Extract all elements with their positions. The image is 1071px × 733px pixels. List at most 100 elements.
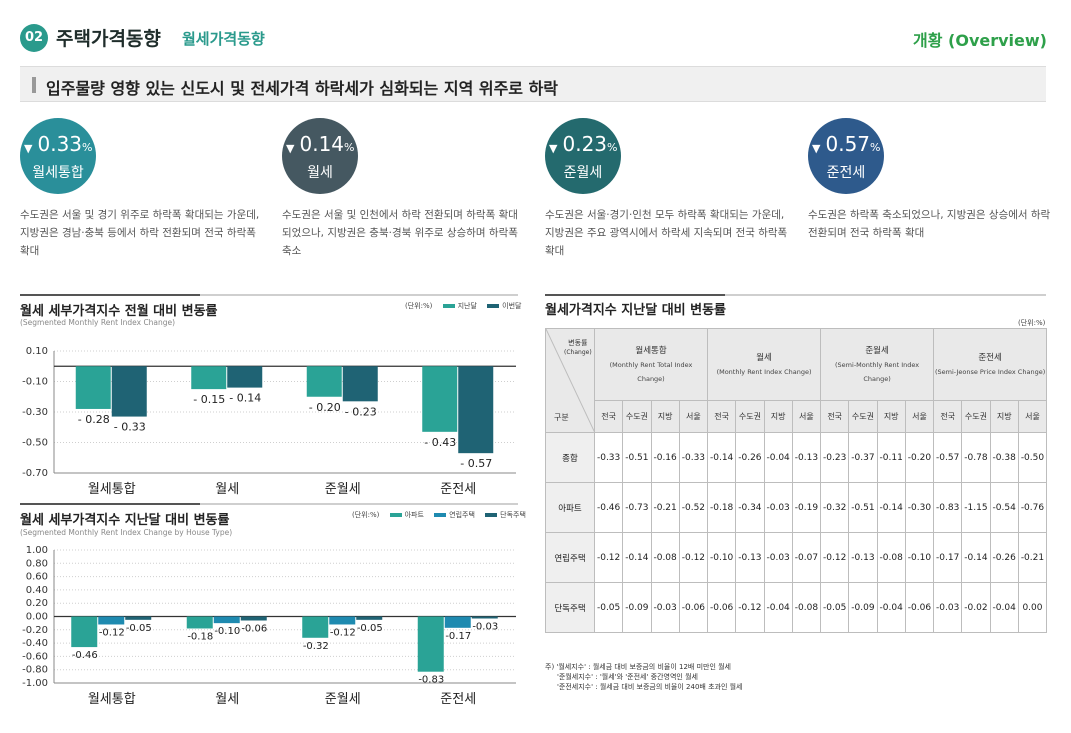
- table-top-rule: [545, 294, 1046, 296]
- bar: [186, 616, 213, 629]
- bar: [111, 366, 147, 417]
- down-arrow-icon: ▼: [812, 142, 821, 155]
- table-cell: -0.03: [650, 582, 680, 633]
- bar: [356, 616, 383, 620]
- kpi-description: 수도권은 서울 및 경기 위주로 하락폭 확대되는 가운데, 지방권은 경남·충…: [20, 209, 260, 257]
- chart1-top-rule: [20, 294, 518, 296]
- data-label: - 0.15: [193, 393, 225, 406]
- y-tick-label: -0.60: [22, 651, 48, 662]
- subcolumn-header: 수도권: [735, 400, 765, 433]
- banner-accent-bar: [32, 77, 36, 93]
- table-cell: -0.73: [622, 482, 652, 533]
- table-cell: -1.15: [961, 482, 991, 533]
- table-cell: -0.05: [820, 582, 850, 633]
- table-cell: -0.08: [876, 532, 906, 583]
- table-row: 단독주택 -0.05 -0.09 -0.03 -0.06 -0.06 -0.12 -0.04-…: [545, 582, 1048, 633]
- table-cell: -0.78: [961, 432, 991, 483]
- kpi-value: 0.33: [37, 132, 83, 156]
- chart1-bar-chart: 0.10 -0.10 -0.30 -0.50 -0.70 - 0.28 - 0.33 월세통합…: [22, 346, 516, 497]
- legend-label: 이번달: [502, 302, 522, 310]
- kpi-label: 월세: [307, 165, 333, 181]
- bar: [75, 366, 111, 409]
- table-cell: -0.06: [678, 582, 709, 633]
- data-label: - 0.33: [114, 421, 146, 434]
- subcolumn-header: 지방: [763, 400, 793, 433]
- table-cell: -0.08: [650, 532, 680, 583]
- data-label: -0.18: [187, 631, 213, 642]
- subcolumn-header: 지방: [876, 400, 906, 433]
- table-cell: -0.21: [650, 482, 680, 533]
- table-cell: -0.76: [1017, 482, 1048, 533]
- table-cell: -0.07: [791, 532, 822, 583]
- table-cell: -0.04: [763, 432, 793, 483]
- kpi-circle: ▼ 0.14% 월세: [282, 118, 358, 194]
- footnote-line: 주) '월세지수' : 월세금 대비 보증금의 비율이 12배 미만인 월세: [545, 663, 731, 671]
- chart1-legend: (단위:%) 지난달 이번달: [405, 301, 521, 311]
- table-cell: -0.10: [707, 532, 737, 583]
- subcolumn-header: 전국: [593, 400, 624, 433]
- y-tick-label: 0.80: [26, 558, 48, 569]
- group-header: 준전세 (Semi-Jeonse Price Index Change): [933, 328, 1048, 401]
- chart2-subtitle: (Segmented Monthly Rent Index Change by …: [20, 528, 233, 537]
- legend-unit: (단위:%): [352, 511, 380, 519]
- legend-label: 단독주택: [500, 511, 526, 519]
- data-label: -0.83: [418, 675, 444, 686]
- kpi-circle: ▼ 0.57% 준전세: [808, 118, 884, 194]
- y-tick-label: 0.60: [26, 572, 48, 583]
- group-header: 월세 (Monthly Rent Index Change): [707, 328, 822, 401]
- kpi-label: 준전세: [826, 165, 866, 181]
- table-cell: 0.00: [1017, 582, 1048, 633]
- subcolumn-header: 서울: [791, 400, 822, 433]
- subcolumn-header: 지방: [989, 400, 1019, 433]
- subcolumn-header: 지방: [650, 400, 680, 433]
- subcolumn-header: 전국: [820, 400, 850, 433]
- legend-swatch: [487, 304, 500, 308]
- data-label: - 0.23: [345, 405, 377, 418]
- page-header: 02 주택가격동향 월세가격동향 개황 (Overview): [20, 22, 1047, 54]
- corner-bottom-label: 구분: [554, 413, 569, 422]
- chart1-subtitle: (Segmented Monthly Rent Index Change): [20, 318, 176, 327]
- kpi-description: 수도권은 하락폭 축소되었으나, 지방권은 상승에서 하락 전환되며 전국 하락…: [808, 209, 1051, 239]
- table-cell: -0.14: [961, 532, 991, 583]
- x-category-label: 월세통합: [88, 692, 136, 707]
- table-cell: -0.18: [707, 482, 737, 533]
- legend-swatch: [442, 304, 455, 308]
- kpi-value: 0.23: [562, 132, 608, 156]
- down-arrow-icon: ▼: [549, 142, 558, 155]
- table-cell: -0.12: [735, 582, 765, 633]
- kpi-unit: %: [344, 141, 355, 154]
- table-cell: -0.03: [763, 482, 793, 533]
- table-cell: -0.19: [791, 482, 822, 533]
- table-cell: -0.33: [678, 432, 709, 483]
- legend-label: 아파트: [404, 511, 424, 519]
- table-cell: -0.04: [989, 582, 1019, 633]
- x-category-label: 월세: [215, 692, 239, 707]
- data-label: -0.05: [357, 623, 383, 634]
- kpi-label: 월세통합: [32, 165, 84, 181]
- kpi-unit: %: [82, 141, 93, 154]
- y-tick-label: 0.20: [26, 598, 48, 609]
- subcolumn-header: 전국: [933, 400, 963, 433]
- subcolumn-header: 서울: [904, 400, 935, 433]
- subcolumn-header: 서울: [1017, 400, 1048, 433]
- section-number-badge: 02: [20, 24, 48, 52]
- bar: [329, 616, 356, 625]
- table-cell: -0.54: [989, 482, 1019, 533]
- table-row: 종합 -0.33 -0.51 -0.16 -0.33 -0.14 -0.26 -0.04 -0.…: [545, 432, 1048, 483]
- y-tick-label: 1.00: [26, 545, 48, 556]
- table-cell: -0.21: [1017, 532, 1048, 583]
- table-cell: -0.12: [678, 532, 709, 583]
- table-cell: -0.13: [735, 532, 765, 583]
- table-cell: -0.57: [933, 432, 963, 483]
- table-cell: -0.51: [848, 482, 878, 533]
- table-cell: -0.52: [678, 482, 709, 533]
- data-label: -0.05: [126, 623, 152, 634]
- section-subtitle: 월세가격동향: [182, 30, 265, 48]
- table-cell: -0.50: [1017, 432, 1048, 483]
- y-tick-label: -0.10: [22, 377, 48, 388]
- table-corner-header: 변동률 (Change) 구분: [545, 328, 595, 433]
- table-row: 아파트 -0.46 -0.73 -0.21 -0.52 -0.18 -0.34 -0.03 -0…: [545, 482, 1048, 533]
- section-title: 주택가격동향: [56, 28, 161, 50]
- legend-label: 지난달: [457, 302, 477, 310]
- kpi-circle: ▼ 0.23% 준월세: [545, 118, 621, 194]
